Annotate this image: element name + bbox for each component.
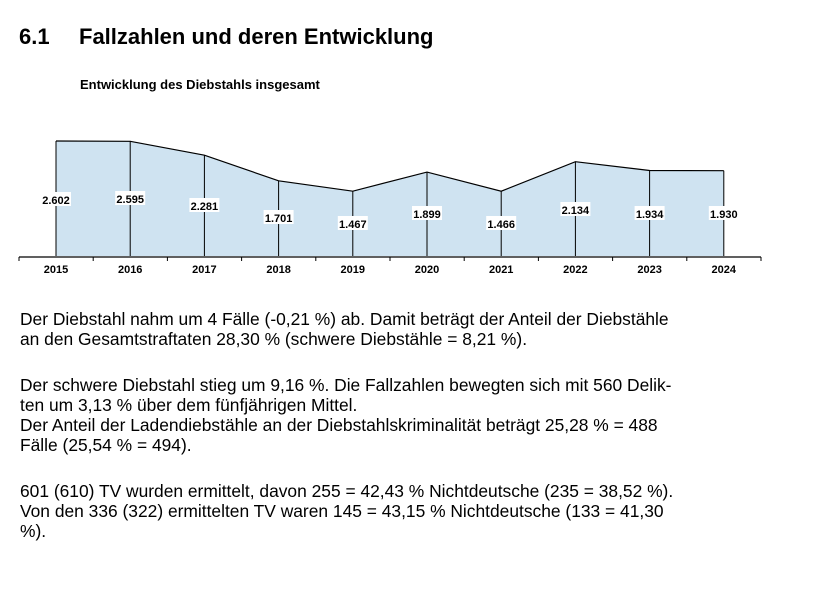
- x-tick-label-2022: 2022: [563, 264, 587, 276]
- x-tick-label-2016: 2016: [118, 264, 142, 276]
- data-label-box-2015: [41, 192, 71, 206]
- data-label-box-2021: [486, 216, 517, 230]
- paragraph-2-line-2: ten um 3,13 % über dem fünfjährigen Mitt…: [20, 395, 358, 415]
- data-label-2016: 2.595: [116, 194, 144, 206]
- data-label-box-2017: [189, 198, 220, 212]
- data-label-box-2024: [708, 206, 739, 220]
- data-label-box-2022: [560, 202, 591, 216]
- body-text: Der Diebstahl nahm um 4 Fälle (-0,21 %) …: [20, 309, 780, 541]
- paragraph-1-line-1: Der Diebstahl nahm um 4 Fälle (-0,21 %) …: [20, 309, 669, 329]
- paragraph-2-line-3: Der Anteil der Ladendiebstähle an der Di…: [20, 415, 658, 435]
- paragraph-3-line-2: Von den 336 (322) ermittelten TV waren 1…: [20, 501, 664, 521]
- data-label-2017: 2.281: [191, 201, 219, 213]
- x-tick-label-2019: 2019: [341, 264, 365, 276]
- data-label-2019: 1.467: [339, 219, 367, 231]
- section-number: 6.1: [19, 24, 50, 49]
- x-tick-label-2017: 2017: [192, 264, 216, 276]
- x-tick-label-2015: 2015: [44, 264, 68, 276]
- x-tick-label-2020: 2020: [415, 264, 439, 276]
- x-tick-label-2018: 2018: [266, 264, 290, 276]
- data-label-box-2019: [337, 216, 368, 230]
- data-label-box-2016: [115, 191, 146, 205]
- chart-title: Entwicklung des Diebstahls insgesamt: [80, 77, 320, 92]
- data-label-2015: 2.602: [42, 195, 70, 207]
- paragraph-1-line-2: an den Gesamtstraftaten 28,30 % (schwere…: [20, 329, 528, 349]
- section-heading: 6.1 Fallzahlen und deren Entwicklung: [19, 24, 433, 50]
- paragraph-3-line-3: %).: [20, 521, 47, 541]
- paragraph-2-line-1: Der schwere Diebstahl stieg um 9,16 %. D…: [20, 375, 672, 395]
- paragraph-3-line-1: 601 (610) TV wurden ermittelt, davon 255…: [20, 481, 674, 501]
- series-line: [55, 140, 724, 192]
- data-label-box-2023: [634, 206, 665, 220]
- data-label-2022: 2.134: [562, 205, 590, 217]
- x-tick-label-2023: 2023: [637, 264, 661, 276]
- x-tick-label-2024: 2024: [712, 264, 737, 276]
- paragraph-2-line-4: Fälle (25,54 % = 494).: [20, 435, 192, 455]
- data-label-2020: 1.899: [413, 209, 441, 221]
- section-title: Fallzahlen und deren Entwicklung: [79, 24, 434, 49]
- x-tick-label-2021: 2021: [489, 264, 513, 276]
- theft-area-chart: 2015 2016 2017 2018 2019 2020 2021 2022 2023 2024…: [18, 140, 762, 276]
- data-label-2021: 1.466: [487, 219, 515, 231]
- data-label-2023: 1.934: [636, 209, 664, 221]
- data-label-box-2018: [263, 210, 294, 224]
- area-fill: [56, 141, 724, 256]
- data-label-2024: 1.930: [710, 209, 738, 221]
- data-label-box-2020: [412, 206, 442, 220]
- data-label-2018: 1.701: [265, 213, 293, 225]
